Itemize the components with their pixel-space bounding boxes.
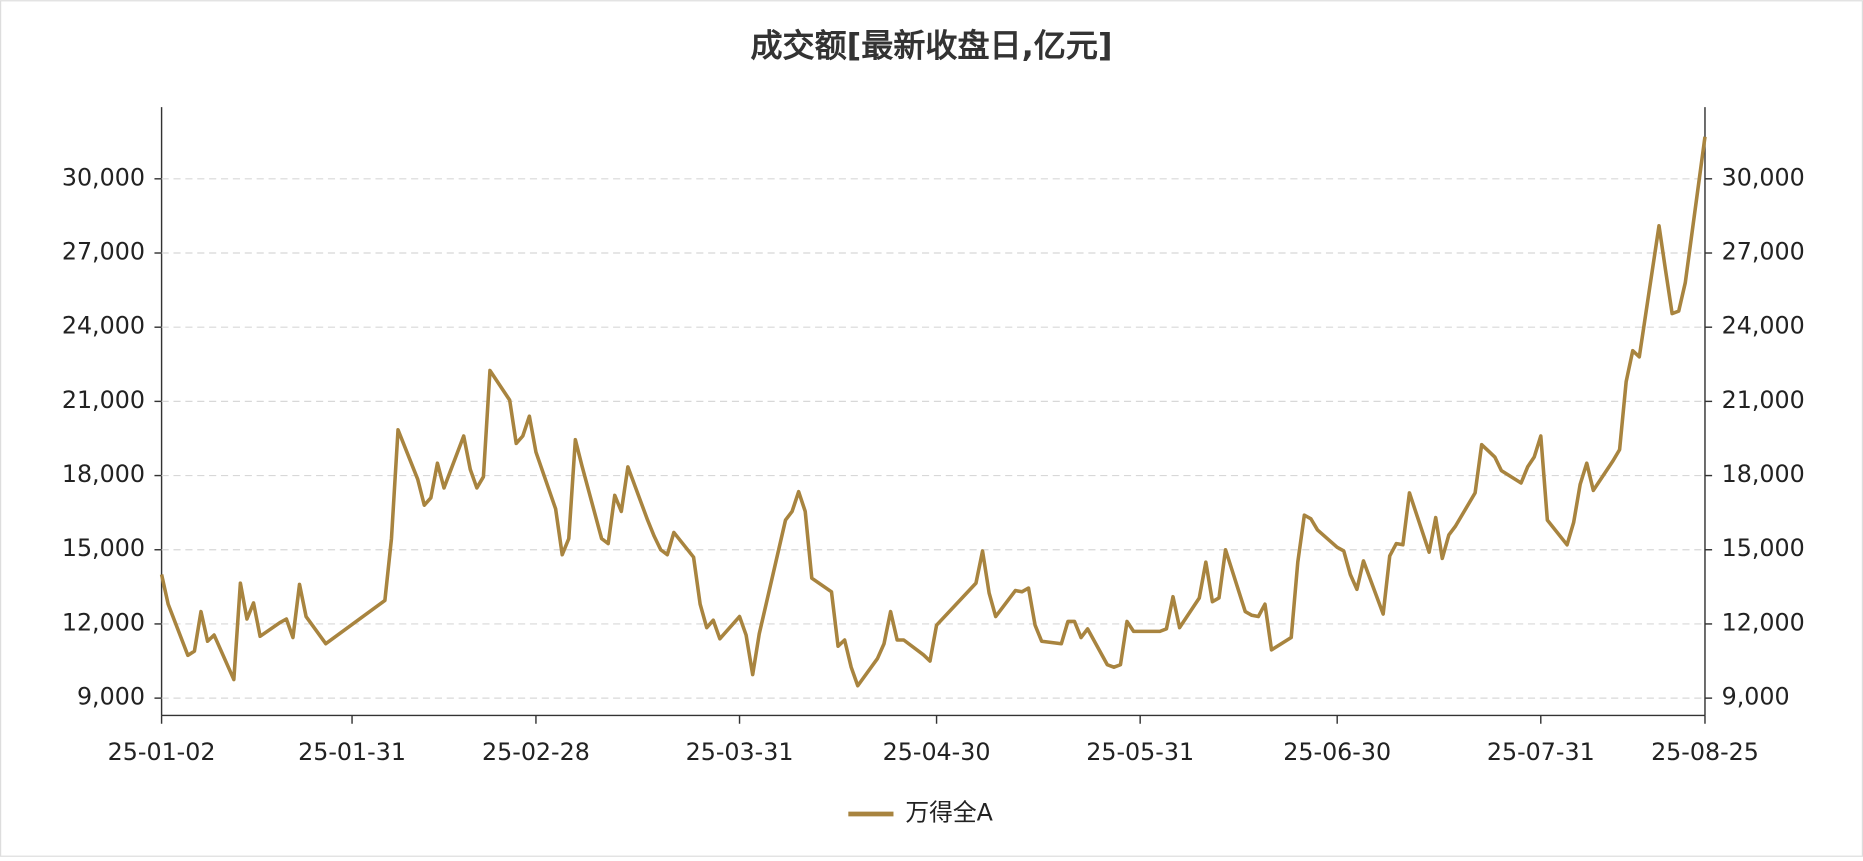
x-tick-label: 25-07-31 bbox=[1487, 738, 1595, 766]
x-tick-label: 25-02-28 bbox=[482, 738, 590, 766]
y-tick-label: 30,000 bbox=[62, 163, 145, 191]
x-tick-label: 25-06-30 bbox=[1283, 738, 1391, 766]
x-tick-label: 25-01-02 bbox=[108, 738, 216, 766]
y2-tick-label: 9,000 bbox=[1722, 683, 1790, 711]
y-tick-label: 21,000 bbox=[62, 386, 145, 414]
legend-label: 万得全A bbox=[905, 799, 993, 827]
x-tick-label: 25-01-31 bbox=[298, 738, 406, 766]
y2-tick-label: 24,000 bbox=[1722, 312, 1805, 340]
x-tick-label: 25-04-30 bbox=[883, 738, 991, 766]
y-tick-label: 15,000 bbox=[62, 534, 145, 562]
y2-tick-label: 12,000 bbox=[1722, 608, 1805, 636]
chart-title: 成交额[最新收盘日,亿元] bbox=[750, 27, 1112, 65]
y2-tick-label: 15,000 bbox=[1722, 534, 1805, 562]
y-tick-label: 27,000 bbox=[62, 238, 145, 266]
x-tick-label: 25-08-25 bbox=[1651, 738, 1759, 766]
x-tick-label: 25-05-31 bbox=[1086, 738, 1194, 766]
y2-tick-label: 30,000 bbox=[1722, 163, 1805, 191]
y2-tick-label: 21,000 bbox=[1722, 386, 1805, 414]
y-tick-label: 24,000 bbox=[62, 312, 145, 340]
y-tick-label: 9,000 bbox=[77, 683, 145, 711]
y2-tick-label: 27,000 bbox=[1722, 238, 1805, 266]
data-line bbox=[159, 136, 1707, 688]
y-tick-label: 12,000 bbox=[62, 608, 145, 636]
y-tick-label: 18,000 bbox=[62, 460, 145, 488]
x-tick-label: 25-03-31 bbox=[686, 738, 794, 766]
y2-tick-label: 18,000 bbox=[1722, 460, 1805, 488]
